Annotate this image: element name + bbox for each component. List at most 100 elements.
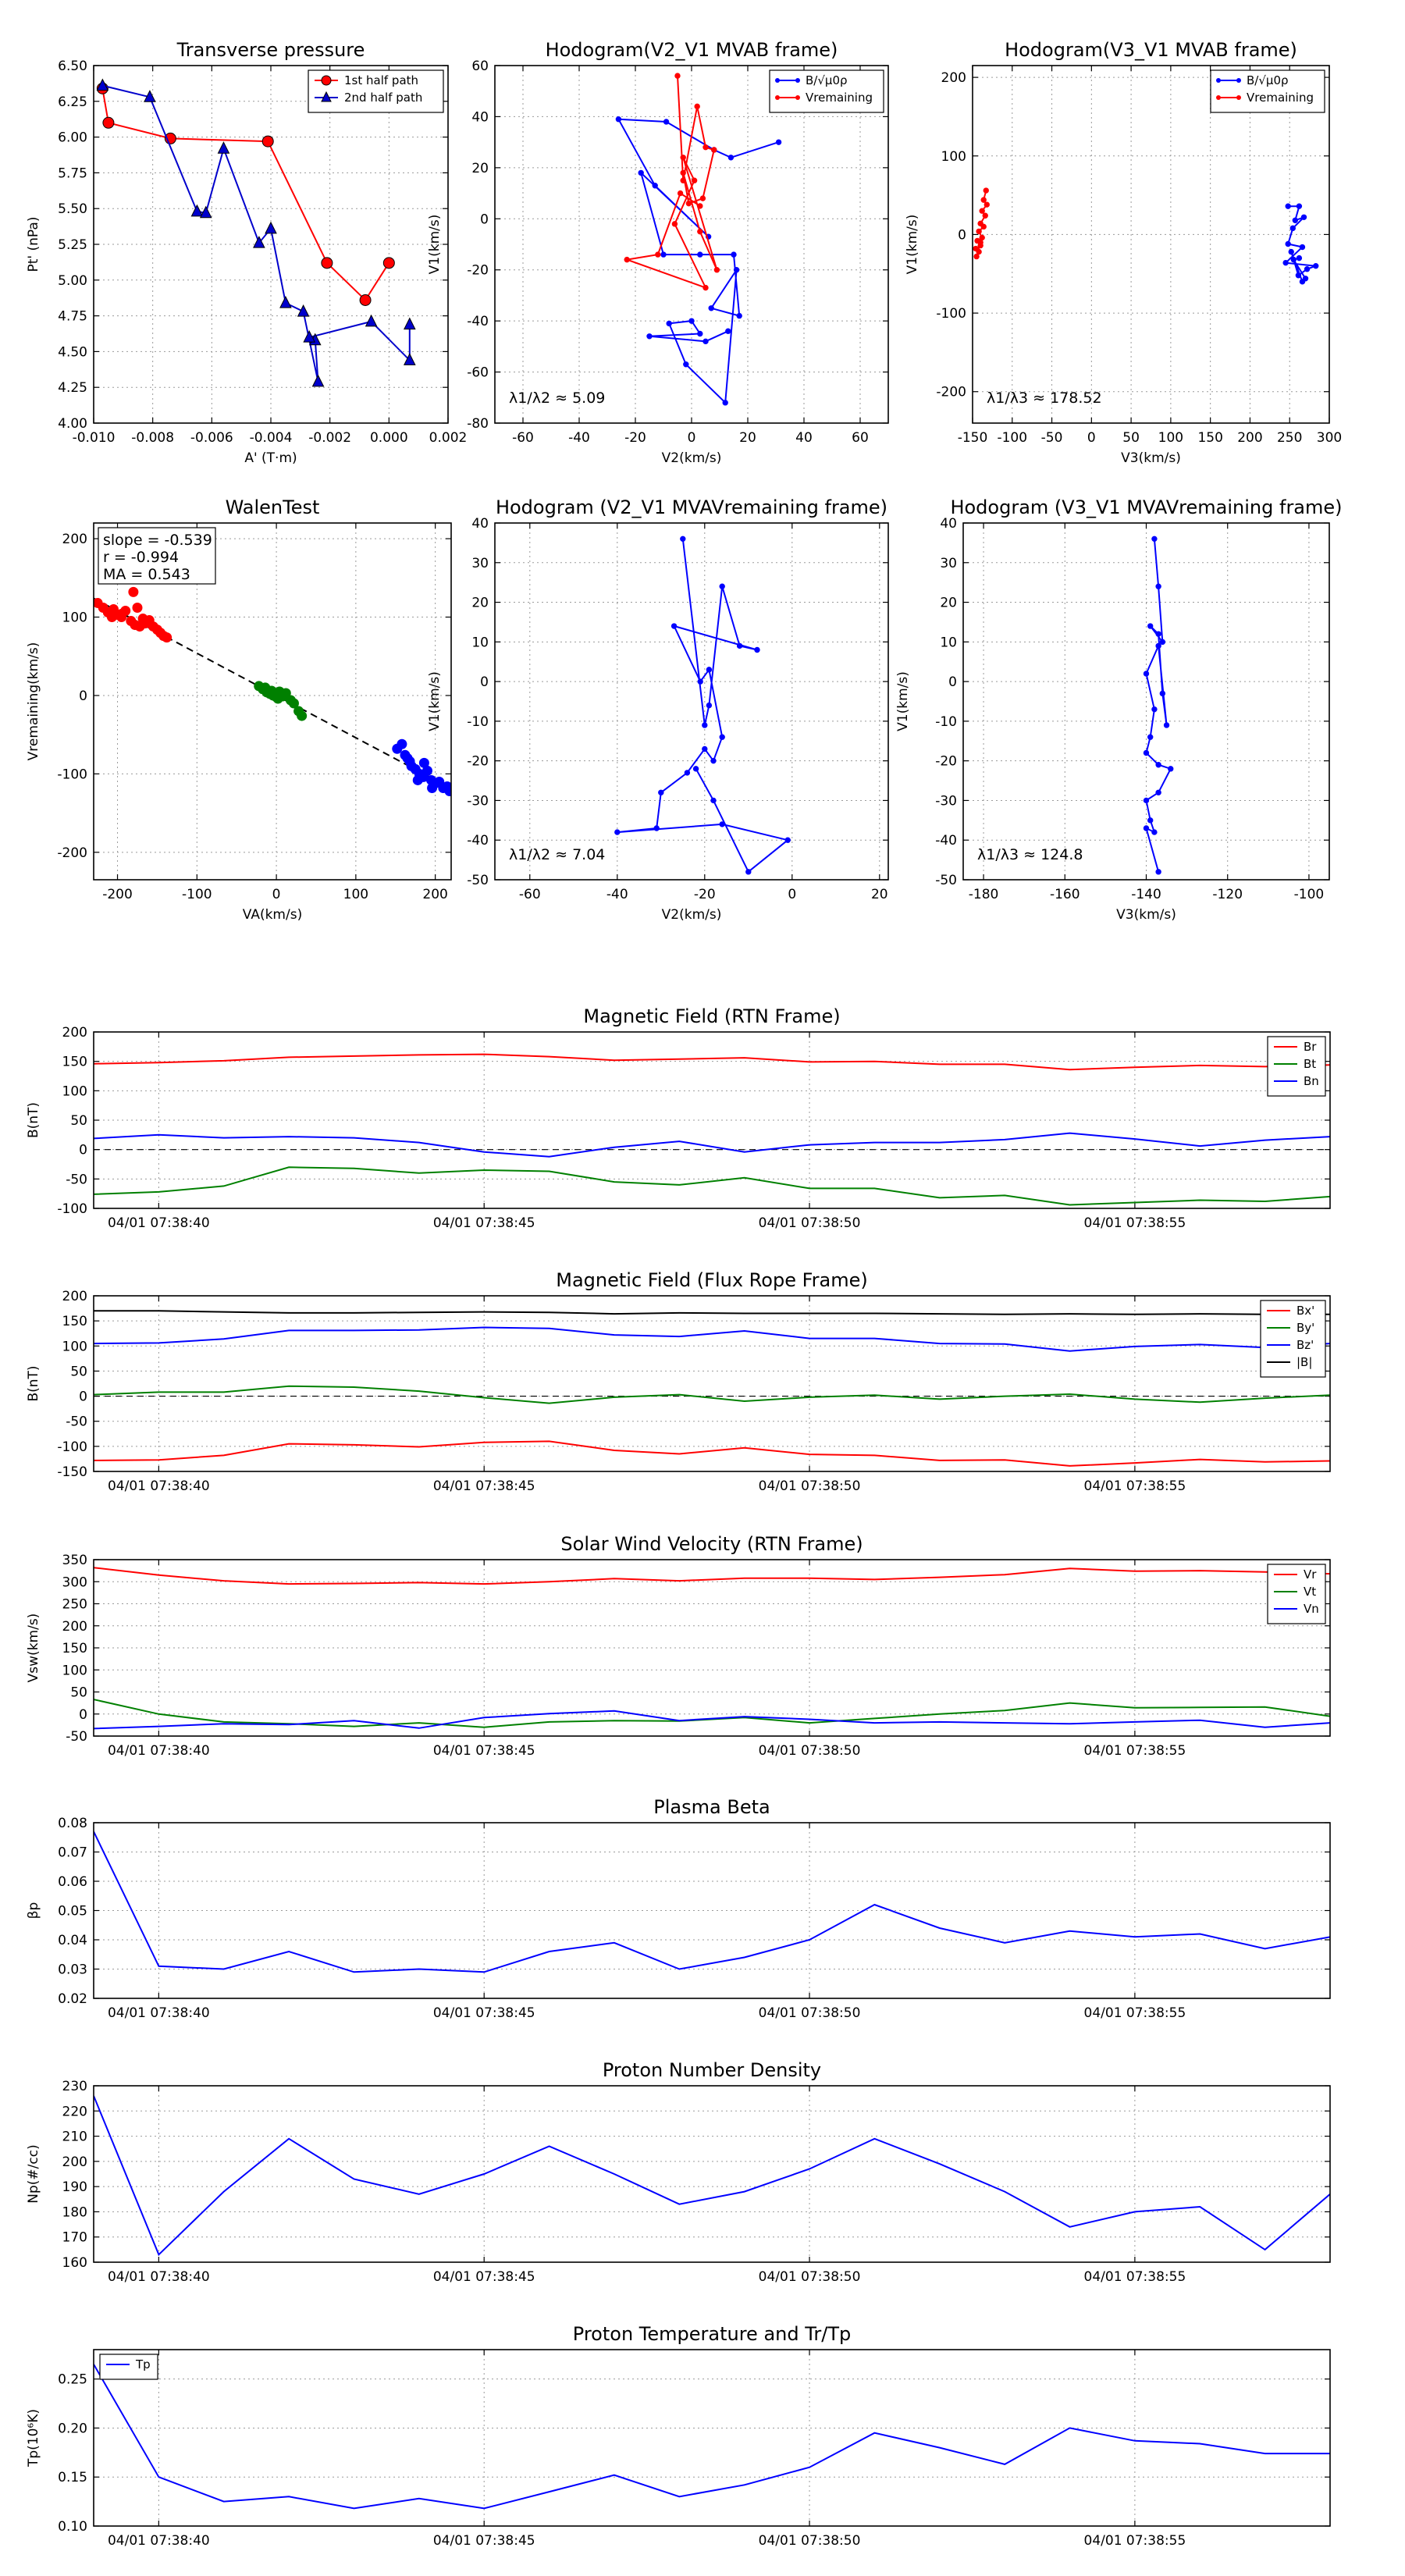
- y-tick-label: 6.50: [58, 59, 87, 74]
- data-point: [725, 328, 731, 334]
- chart-title: Proton Number Density: [603, 2059, 821, 2081]
- y-tick-label: 220: [62, 2104, 87, 2119]
- data-point: [1143, 797, 1150, 804]
- plot-area: [94, 1053, 1330, 1206]
- y-tick-label: 100: [62, 1663, 87, 1678]
- y-tick-label: 180: [62, 2204, 87, 2220]
- data-point: [217, 141, 230, 154]
- x-tick-label: 04/01 07:38:40: [108, 1215, 210, 1231]
- y-tick-label: -80: [467, 416, 489, 432]
- data-point: [699, 195, 706, 201]
- y-tick-label: 6.25: [58, 94, 87, 110]
- chart-title: Solar Wind Velocity (RTN Frame): [560, 1533, 863, 1555]
- x-tick-label: 04/01 07:38:50: [759, 2533, 861, 2549]
- y-tick-label: 0.07: [58, 1845, 87, 1861]
- y-tick-label: 0.04: [58, 1933, 87, 1948]
- stats-line: slope = -0.539: [103, 532, 212, 549]
- data-point: [1300, 214, 1307, 220]
- y-tick-label: 4.50: [58, 344, 87, 360]
- data-point: [1159, 639, 1166, 646]
- y-tick-label: -20: [935, 754, 957, 770]
- y-tick-label: 5.75: [58, 165, 87, 181]
- x-tick-label: 04/01 07:38:50: [759, 2269, 861, 2285]
- legend-label: |B|: [1297, 1355, 1312, 1369]
- y-tick-label: 0: [79, 1143, 87, 1158]
- x-axis-label: V2(km/s): [662, 907, 722, 923]
- legend-label: B/√μ0ρ: [1247, 73, 1289, 87]
- scatter-point: [260, 682, 271, 693]
- data-point: [365, 314, 378, 327]
- data-point: [702, 745, 708, 753]
- y-tick-label: 0.15: [58, 2470, 87, 2485]
- x-tick-label: 04/01 07:38:55: [1084, 1743, 1186, 1759]
- plot-area: [94, 1567, 1330, 1730]
- axes-frame: [972, 65, 1330, 424]
- y-axis-label: B(nT): [26, 1365, 41, 1401]
- data-point: [646, 333, 653, 340]
- legend: B/√μ0ρ Vremaining: [1210, 69, 1325, 113]
- y-axis-label: V1(km/s): [905, 215, 920, 275]
- x-tick-label: -150: [958, 430, 988, 446]
- data-point: [1151, 535, 1158, 543]
- scatter-point: [288, 698, 299, 709]
- legend-label: Tp: [135, 2357, 151, 2371]
- y-tick-label: 0: [480, 212, 489, 227]
- y-tick-label: 200: [62, 1619, 87, 1635]
- data-point: [680, 177, 686, 183]
- data-point: [982, 212, 988, 219]
- data-point: [683, 361, 689, 368]
- y-tick-label: 40: [471, 109, 489, 125]
- x-tick-label: 0.000: [370, 430, 408, 446]
- data-point: [706, 667, 713, 673]
- data-point: [144, 90, 156, 102]
- x-tick-label: -0.006: [190, 430, 233, 446]
- data-point: [979, 234, 985, 241]
- y-tick-label: 5.00: [58, 273, 87, 289]
- data-point: [1151, 829, 1158, 835]
- y-axis-label: Pt' (nPa): [26, 217, 41, 272]
- data-point: [279, 295, 292, 308]
- chart-annotation: λ1/λ3 ≈ 178.52: [987, 390, 1102, 407]
- data-point: [1143, 671, 1150, 677]
- data-point: [1155, 642, 1161, 649]
- data-point: [1155, 762, 1161, 768]
- data-point: [973, 253, 980, 260]
- data-point: [652, 183, 658, 189]
- y-tick-label: 0: [79, 1707, 87, 1723]
- legend-marker: [795, 95, 800, 100]
- series-line-2nd half path: [102, 84, 411, 382]
- plot-area: [94, 2095, 1330, 2257]
- x-tick-label: 0: [1087, 430, 1096, 446]
- legend-label: Vr: [1304, 1567, 1317, 1582]
- data-point: [754, 646, 760, 653]
- y-tick-label: -20: [467, 263, 489, 279]
- legend-label: By': [1297, 1321, 1314, 1335]
- legend-label: Vremaining: [806, 91, 873, 105]
- data-point: [702, 284, 709, 291]
- y-tick-label: -100: [57, 1439, 87, 1455]
- plot-area: [615, 73, 782, 406]
- plot-area: [973, 187, 1319, 285]
- data-point: [614, 829, 621, 835]
- series-line-Vt: [94, 1699, 1330, 1728]
- legend: B/√μ0ρ Vremaining: [769, 69, 884, 113]
- series-line-1st half path: [101, 88, 390, 301]
- x-tick-label: 04/01 07:38:45: [433, 1743, 535, 1759]
- scatter-point: [427, 782, 438, 793]
- data-point: [666, 320, 672, 327]
- chart-title: Magnetic Field (Flux Rope Frame): [556, 1269, 867, 1291]
- chart-hodo3: -50 -40 -30 -20 -10 0 10 20 30 40 -60 -40 -20 0 20 Hodo…: [427, 496, 889, 923]
- data-point: [727, 155, 735, 161]
- x-tick-label: 04/01 07:38:50: [759, 1478, 861, 1494]
- series-line-Vn: [94, 1710, 1330, 1730]
- chart-title: Hodogram (V2_V1 MVAVremaining frame): [496, 496, 887, 518]
- data-point: [253, 236, 265, 248]
- x-tick-label: 04/01 07:38:40: [108, 2269, 210, 2285]
- x-tick-label: 40: [795, 430, 813, 446]
- axes-frame: [494, 65, 889, 424]
- data-point: [685, 200, 692, 207]
- data-point: [702, 144, 709, 151]
- y-axis-label: Tp(10⁶K): [26, 2409, 41, 2467]
- y-tick-label: 40: [940, 516, 957, 532]
- x-tick-label: 100: [1158, 430, 1183, 446]
